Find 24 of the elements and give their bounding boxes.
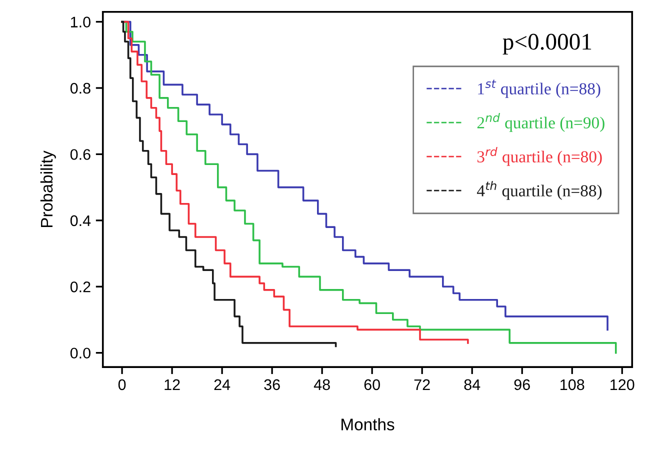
legend-label: 2$^{nd}$ quartile (n=90): [477, 113, 604, 132]
x-tick-label: 24: [214, 379, 230, 390]
legend-label: 1$^{st}$ quartile (n=88): [478, 80, 600, 98]
y-tick-label: 0.2: [70, 282, 90, 292]
x-tick-label: 60: [364, 379, 380, 390]
y-tick-label: 0.6: [70, 149, 90, 160]
x-tick-label: 48: [314, 379, 330, 390]
x-tick-label: 36: [264, 379, 280, 390]
y-tick-label: 0.4: [70, 215, 91, 226]
x-tick-label: 96: [514, 379, 530, 390]
x-tick-label: 72: [414, 379, 430, 390]
y-axis-title: Probability: [40, 150, 56, 228]
y-tick-label: 1.0: [70, 16, 90, 28]
x-tick-label: 84: [464, 379, 480, 390]
x-tick-label: 108: [560, 379, 584, 390]
x-axis-title: Months: [342, 418, 394, 430]
x-tick-label: 120: [610, 379, 634, 390]
legend-label: 3$^{rd}$ quartile (n=80): [477, 147, 602, 166]
annotation: p<0.0001: [502, 34, 592, 55]
legend-label: 4$^{th}$ quartile (n=88): [476, 181, 602, 200]
x-tick-label: 0: [118, 379, 126, 390]
x-tick-label: 12: [164, 379, 180, 390]
y-tick-label: 0.0: [70, 348, 90, 359]
y-tick-label: 0.8: [70, 82, 90, 94]
